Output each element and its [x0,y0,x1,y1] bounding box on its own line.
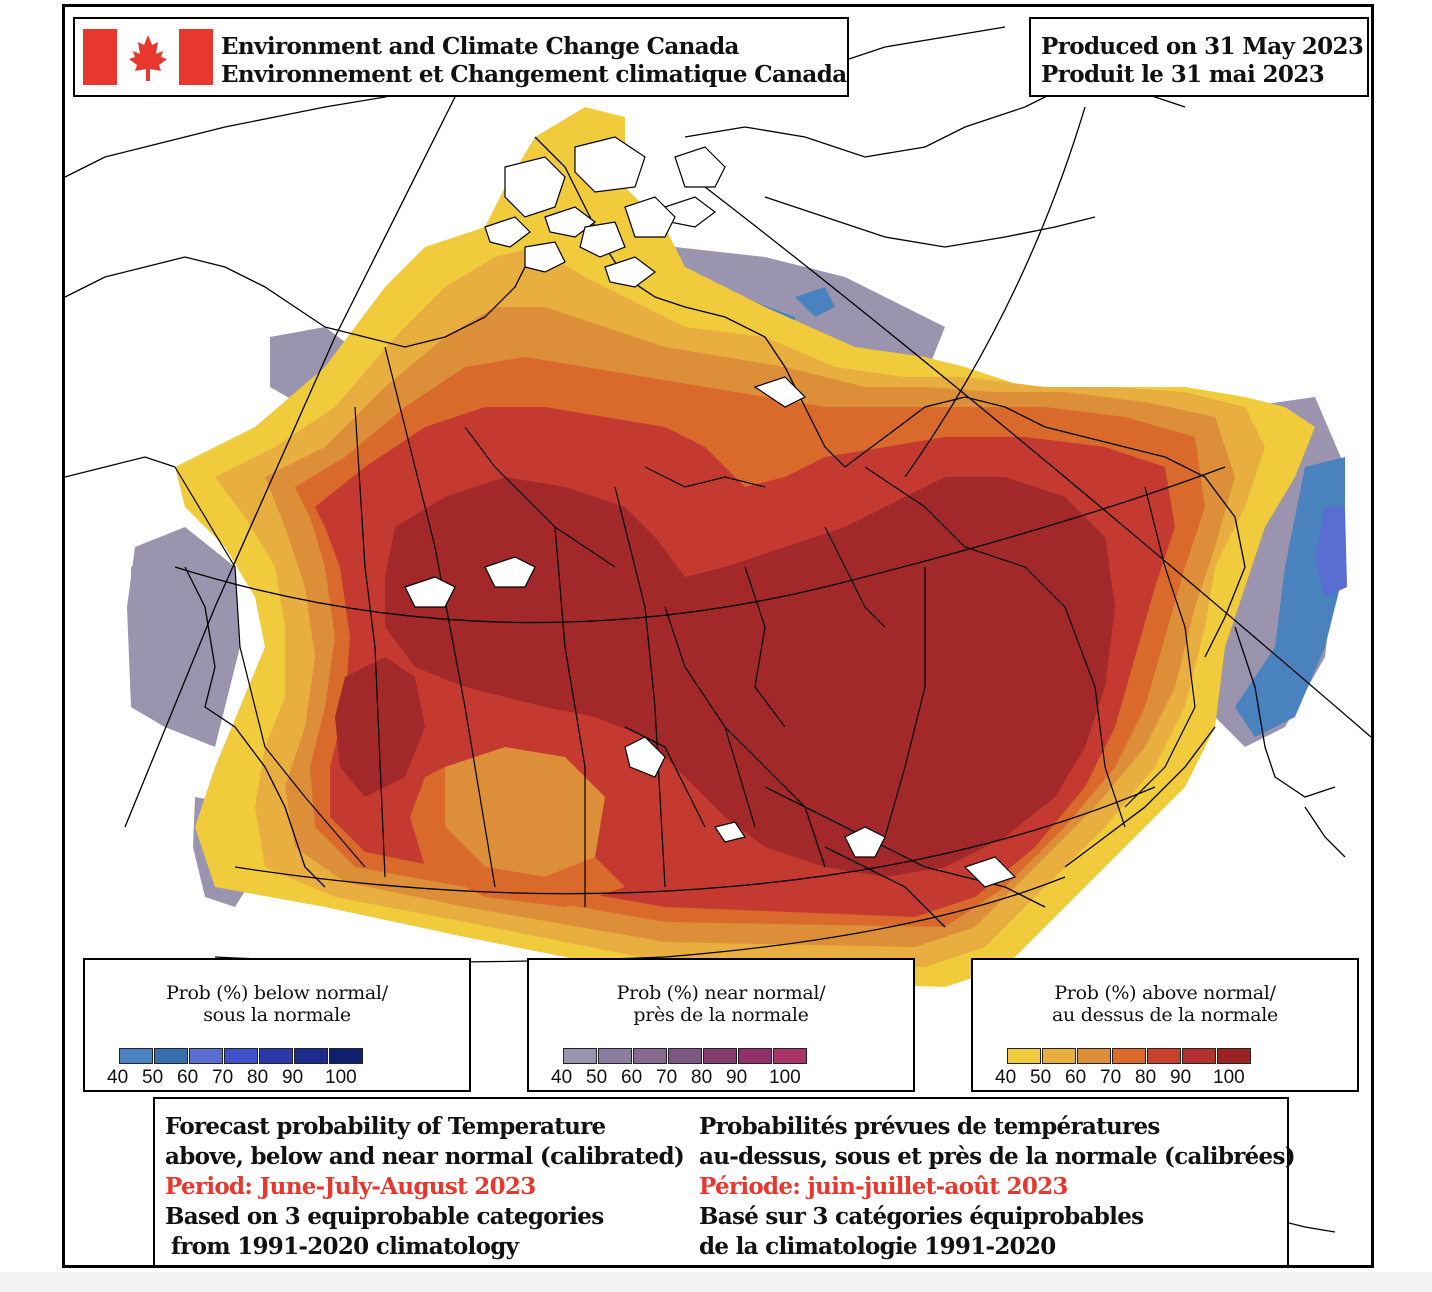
lakes [404,196,1017,888]
legend-below-tick: 80 [247,1067,269,1088]
legend-near-tick: 40 [551,1067,573,1088]
legend-below-tick: 90 [282,1067,304,1088]
agency-header: Environment and Climate Change Canada En… [73,17,849,97]
legend-near-tick: 100 [769,1067,801,1088]
legend-above-tick: 90 [1170,1067,1192,1088]
legend-above-title-2: au dessus de la normale [1052,1004,1278,1026]
legend-near-title-2: près de la normale [633,1004,809,1026]
map-frame: Environment and Climate Change Canada En… [62,4,1374,1268]
info-en-line4: Based on 3 equiprobable categories [165,1203,604,1230]
produced-date-box: Produced on 31 May 2023 Produit le 31 ma… [1029,17,1369,97]
legend-below-swatch [189,1048,223,1064]
legend-below-tick: 40 [107,1067,129,1088]
legend-near-swatch [598,1048,632,1064]
legend-near-tick: 50 [586,1067,608,1088]
forecast-map [65,7,1371,1265]
produced-date-en: Produced on 31 May 2023 [1041,33,1364,60]
legend-near-swatches [563,1048,808,1066]
legend-below-ticks: 40 50 60 70 80 90 100 [107,1067,387,1089]
below-normal-labrador-sea [1235,457,1345,737]
legend-below-swatch [259,1048,293,1064]
legend-below-tick: 50 [142,1067,164,1088]
arctic-islands [504,136,726,273]
above-70-prairie-ring [410,767,625,907]
legend-near-normal: Prob (%) near normal/ près de la normale… [527,958,915,1092]
legend-below-tick: 100 [325,1067,357,1088]
legend-above-swatch [1147,1048,1181,1064]
info-fr-line2: au-dessus, sous et près de la normale (c… [699,1143,1296,1170]
legend-above-swatch [1112,1048,1146,1064]
above-90-central [385,477,1115,877]
legend-below-normal: Prob (%) below normal/ sous la normale 4… [83,958,471,1092]
legend-above-swatch [1042,1048,1076,1064]
legend-near-swatch [633,1048,667,1064]
below-normal-labrador-core [1315,507,1347,597]
produced-date-fr: Produit le 31 mai 2023 [1041,61,1325,88]
legend-above-tick: 60 [1065,1067,1087,1088]
legend-above-swatch [1007,1048,1041,1064]
near-normal-bc-coast-overlay [131,547,205,727]
forecast-info-box: Forecast probability of Temperature abov… [153,1097,1296,1265]
info-fr-line5: de la climatologie 1991-2020 [699,1233,1056,1260]
legend-above-tick: 80 [1135,1067,1157,1088]
legend-above-swatch [1182,1048,1216,1064]
coastlines [65,26,1346,1233]
bottom-strip [0,1272,1432,1292]
below-normal-baffin [795,287,835,317]
legend-near-swatch [738,1048,772,1064]
legend-below-tick: 70 [212,1067,234,1088]
legend-below-swatch [154,1048,188,1064]
info-en-line1: Forecast probability of Temperature [165,1113,606,1140]
legend-near-tick: 80 [691,1067,713,1088]
legend-near-tick: 60 [621,1067,643,1088]
info-en-line2: above, below and near normal (calibrated… [165,1143,685,1170]
canada-flag-icon [83,29,213,85]
legend-above-tick: 100 [1213,1067,1245,1088]
legend-below-swatch [294,1048,328,1064]
above-60-prairie-pocket [445,747,605,877]
info-en-period: Period: June-July-August 2023 [165,1173,536,1200]
legend-above-ticks: 40 50 60 70 80 90 100 [995,1067,1275,1089]
info-en-line5: from 1991-2020 climatology [171,1233,519,1260]
legend-below-title-2: sous la normale [203,1004,351,1026]
agency-name-en: Environment and Climate Change Canada [221,33,739,60]
legend-near-tick: 90 [726,1067,748,1088]
legend-above-swatches [1007,1048,1252,1066]
legend-near-ticks: 40 50 60 70 80 90 100 [551,1067,831,1089]
legend-below-swatch [119,1048,153,1064]
legend-above-swatch [1077,1048,1111,1064]
agency-name-fr: Environnement et Changement climatique C… [221,61,847,88]
info-fr-line1: Probabilités prévues de températures [699,1113,1160,1140]
legend-below-title-1: Prob (%) below normal/ [166,982,388,1004]
above-90-west [335,657,425,797]
legend-above-tick: 70 [1100,1067,1122,1088]
legend-near-swatch [773,1048,807,1064]
legend-below-swatch [224,1048,258,1064]
legend-near-swatch [703,1048,737,1064]
info-fr-line4: Basé sur 3 catégories équiprobables [699,1203,1144,1230]
legend-near-swatch [668,1048,702,1064]
legend-below-tick: 60 [177,1067,199,1088]
info-fr-period: Période: juin-juillet-août 2023 [699,1173,1068,1200]
boundaries [174,346,1196,907]
legend-above-tick: 50 [1030,1067,1052,1088]
legend-below-swatches [119,1048,364,1066]
legend-below-swatch [329,1048,363,1064]
legend-above-normal: Prob (%) above normal/ au dessus de la n… [971,958,1359,1092]
legend-near-tick: 70 [656,1067,678,1088]
legend-above-swatch [1217,1048,1251,1064]
legend-above-title-1: Prob (%) above normal/ [1054,982,1276,1004]
legend-above-tick: 40 [995,1067,1017,1088]
legend-near-swatch [563,1048,597,1064]
legend-near-title-1: Prob (%) near normal/ [616,982,826,1004]
